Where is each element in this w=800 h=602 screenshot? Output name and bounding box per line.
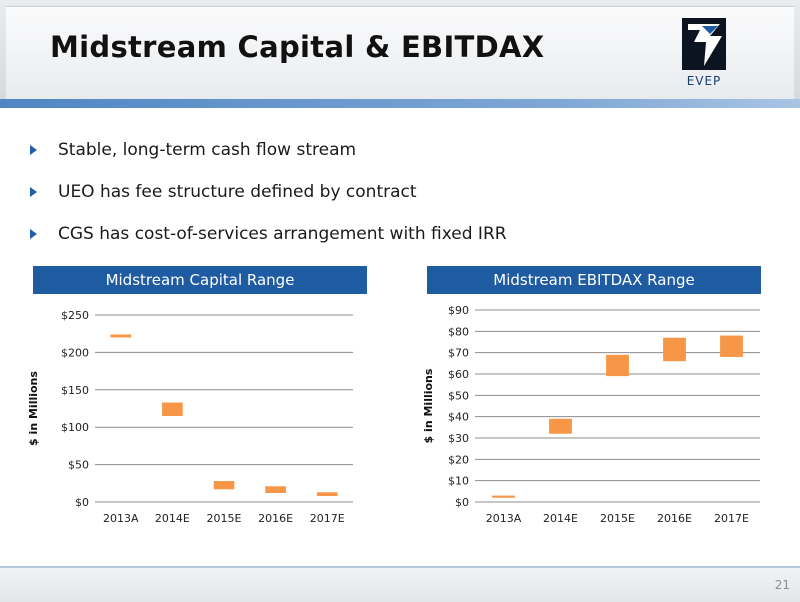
x-tick-label: 2013A — [486, 512, 522, 525]
range-bar — [265, 486, 286, 494]
range-bar — [549, 418, 572, 434]
ebitdax-chart-header: Midstream EBITDAX Range — [427, 266, 761, 294]
page-number: 21 — [774, 578, 790, 592]
header-panel — [6, 6, 794, 99]
x-tick-label: 2015E — [600, 512, 635, 525]
y-axis-label: $ in Millions — [422, 368, 435, 443]
y-tick-label: $10 — [448, 475, 469, 488]
bullet-arrow-icon — [30, 145, 37, 155]
range-bar — [663, 337, 686, 362]
y-tick-label: $0 — [455, 496, 469, 509]
header-band: Midstream Capital & EBITDAX EVEP — [0, 0, 800, 108]
y-tick-label: $80 — [448, 325, 469, 338]
y-tick-label: $30 — [448, 432, 469, 445]
x-tick-label: 2013A — [103, 512, 139, 525]
range-bar — [606, 354, 629, 377]
y-tick-label: $250 — [61, 309, 89, 322]
range-bar — [492, 495, 515, 498]
evep-logo: EVEP — [676, 16, 732, 94]
evep-logo-mark-icon — [682, 18, 726, 70]
bullet-text: CGS has cost-of-services arrangement wit… — [58, 224, 507, 244]
x-tick-label: 2017E — [714, 512, 749, 525]
x-tick-label: 2014E — [155, 512, 190, 525]
y-tick-label: $0 — [75, 496, 89, 509]
capital-chart-header: Midstream Capital Range — [33, 266, 367, 294]
page-title: Midstream Capital & EBITDAX — [50, 30, 545, 64]
ebitdax-range-chart: $0 $10 $20 $30 $40 $50 $60 $70 $80 $90 2013A 2014E 2… — [422, 304, 760, 525]
x-tick-label: 2014E — [543, 512, 578, 525]
x-tick-label: 2015E — [207, 512, 242, 525]
y-tick-label: $70 — [448, 347, 469, 360]
y-tick-label: $100 — [61, 421, 89, 434]
y-tick-label: $50 — [68, 459, 89, 472]
range-bar — [213, 481, 235, 490]
range-bar — [162, 402, 183, 416]
x-tick-label: 2016E — [657, 512, 692, 525]
y-tick-label: $60 — [448, 368, 469, 381]
y-tick-label: $40 — [448, 411, 469, 424]
capital-range-chart: $0 $50 $100 $150 $200 $250 2013A 2014E 2015E 2016… — [27, 309, 353, 525]
y-tick-label: $200 — [61, 346, 89, 359]
x-tick-label: 2017E — [310, 512, 345, 525]
footer-band: 21 — [0, 566, 800, 602]
y-tick-label: $150 — [61, 384, 89, 397]
x-tick-label: 2016E — [258, 512, 293, 525]
y-tick-label: $20 — [448, 453, 469, 466]
range-bar — [316, 492, 338, 497]
bullet-text: UEO has fee structure defined by contrac… — [58, 182, 417, 202]
bullet-arrow-icon — [30, 187, 37, 197]
range-bar — [110, 334, 132, 338]
header-accent-bar — [0, 99, 800, 108]
y-tick-label: $50 — [448, 389, 469, 402]
logo-text: EVEP — [686, 74, 722, 88]
y-axis-label: $ in Millions — [27, 371, 40, 446]
bullet-arrow-icon — [30, 229, 37, 239]
bullet-text: Stable, long-term cash flow stream — [58, 140, 357, 160]
y-tick-label: $90 — [448, 304, 469, 317]
range-bar — [720, 335, 743, 357]
